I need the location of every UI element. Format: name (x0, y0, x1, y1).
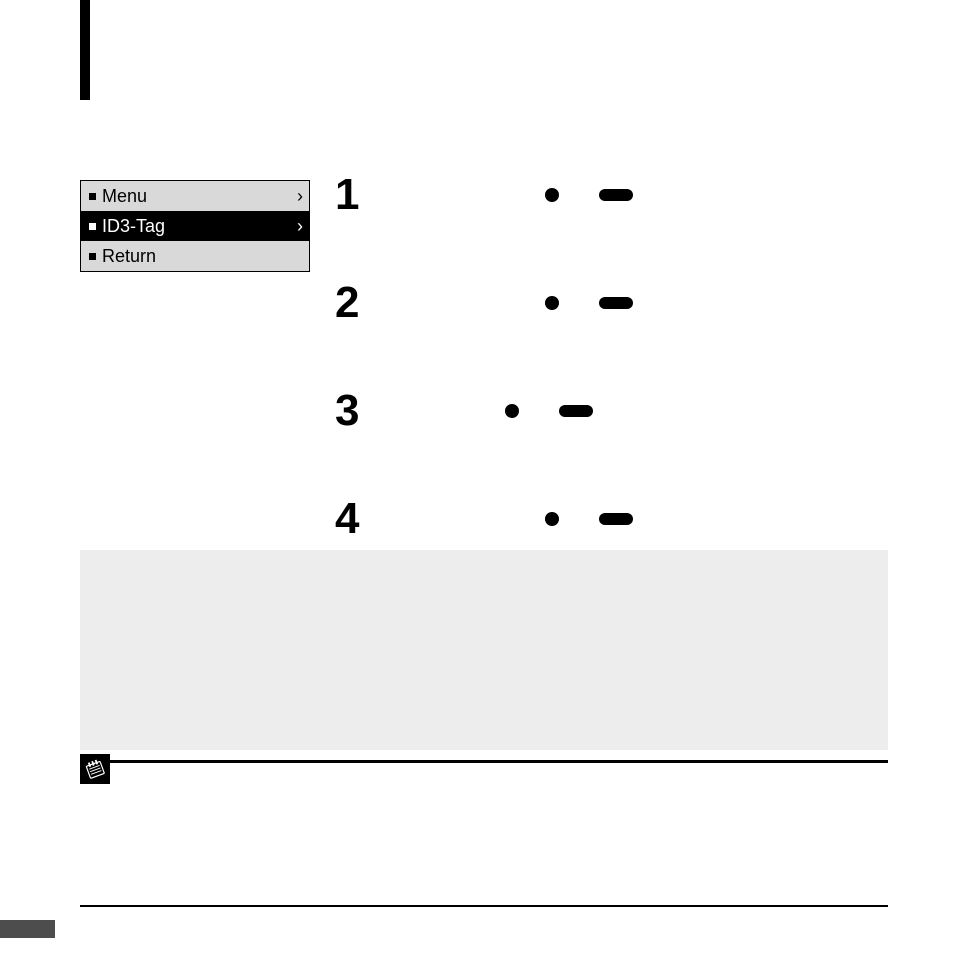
dash-icon (599, 513, 633, 525)
step-row: 3 (335, 386, 633, 436)
dash-icon (599, 189, 633, 201)
title-bar (80, 0, 90, 100)
dot-icon (505, 404, 519, 418)
step-row: 4 (335, 494, 633, 544)
step-row: 2 (335, 278, 633, 328)
step-markers (545, 188, 633, 202)
step-markers (545, 512, 633, 526)
square-bullet-icon (89, 193, 96, 200)
step-number: 3 (335, 386, 395, 436)
dot-icon (545, 512, 559, 526)
dot-icon (545, 296, 559, 310)
menu-item-menu[interactable]: Menu › (81, 181, 309, 211)
menu-item-return[interactable]: Return (81, 241, 309, 271)
square-bullet-icon (89, 223, 96, 230)
menu-item-id3-tag[interactable]: ID3-Tag › (81, 211, 309, 241)
dot-icon (545, 188, 559, 202)
step-number: 1 (335, 170, 395, 220)
dash-icon (599, 297, 633, 309)
step-number: 2 (335, 278, 395, 328)
step-row: 1 (335, 170, 633, 220)
page: Menu › ID3-Tag › Return 1 2 (0, 0, 954, 954)
step-number: 4 (335, 494, 395, 544)
info-box (80, 550, 888, 750)
steps-list: 1 2 3 4 (335, 170, 633, 602)
chevron-right-icon: › (297, 187, 303, 205)
menu-item-label: Return (102, 246, 303, 267)
menu-item-label: ID3-Tag (102, 216, 297, 237)
menu-item-label: Menu (102, 186, 297, 207)
chevron-right-icon: › (297, 217, 303, 235)
step-markers (505, 404, 593, 418)
note-icon (80, 754, 110, 784)
dash-icon (559, 405, 593, 417)
bottom-rule (80, 905, 888, 907)
side-tab (0, 920, 55, 938)
note-band (80, 760, 888, 793)
step-markers (545, 296, 633, 310)
menu-box: Menu › ID3-Tag › Return (80, 180, 310, 272)
square-bullet-icon (89, 253, 96, 260)
